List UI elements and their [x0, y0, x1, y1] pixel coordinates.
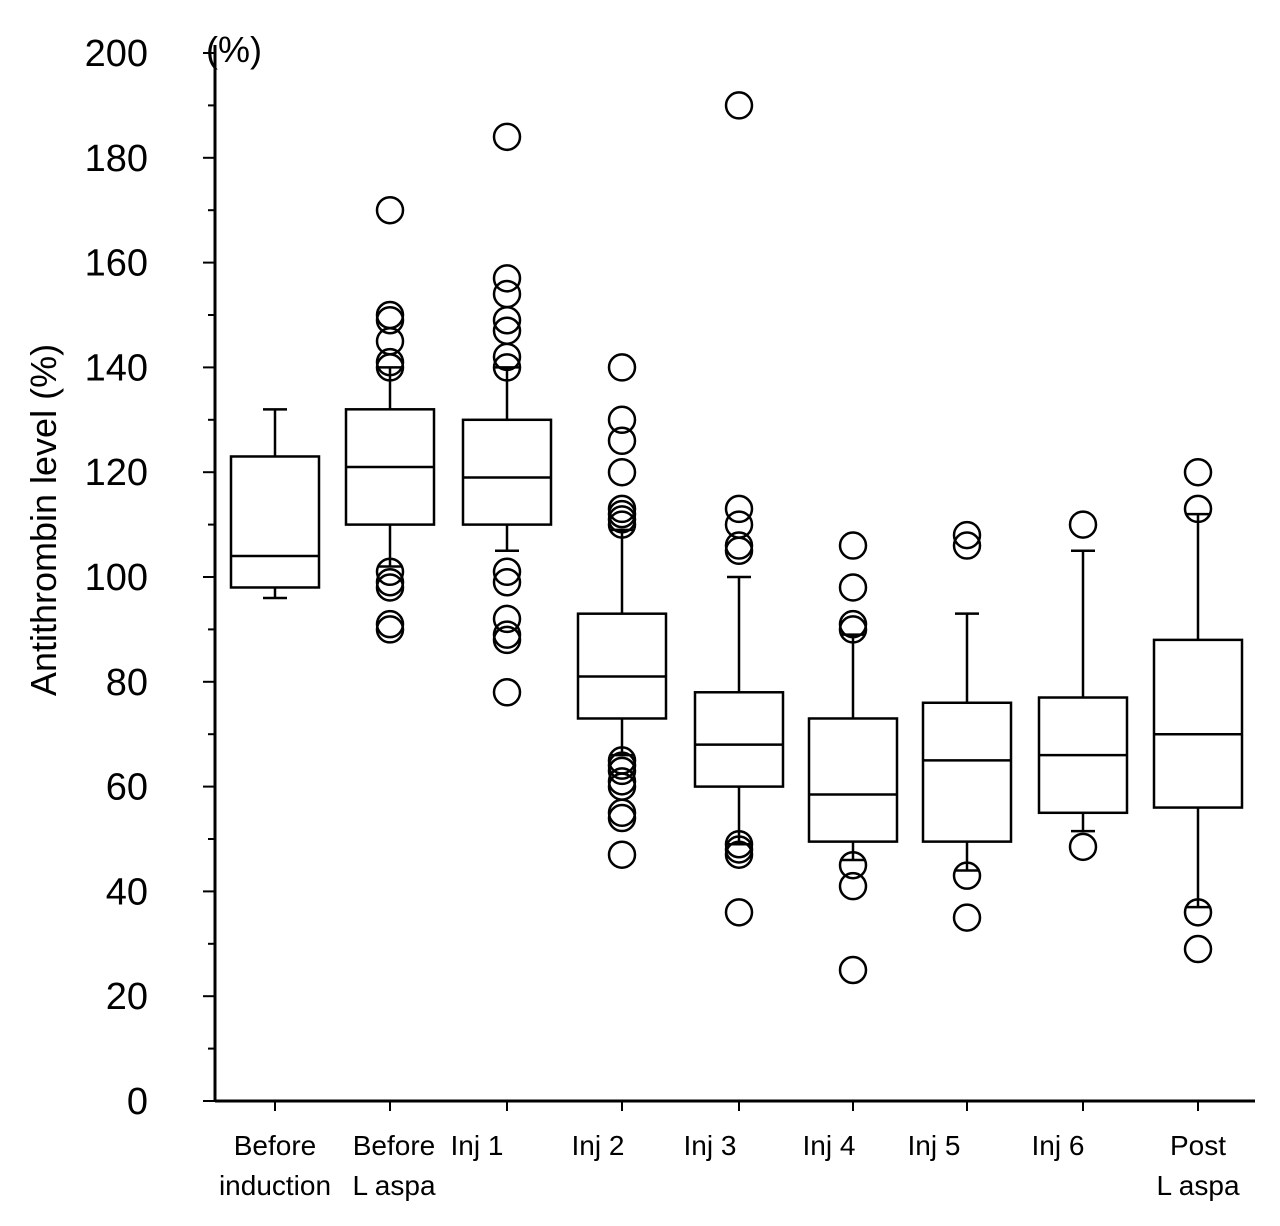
outlier-point	[607, 457, 637, 487]
box-iqr	[229, 455, 321, 589]
outlier-point	[952, 520, 982, 550]
x-tick-label: Post	[1170, 1130, 1226, 1161]
outlier-point	[952, 903, 982, 932]
x-tick-label: Inj 3	[684, 1130, 737, 1161]
outlier-point	[1183, 494, 1213, 524]
outlier-point	[492, 567, 522, 597]
outlier-point	[492, 557, 522, 587]
outlier-point	[1068, 832, 1098, 862]
outlier-point	[1068, 510, 1098, 539]
x-tick-label: Inj 5	[908, 1130, 961, 1161]
y-tick-label: 0	[127, 1081, 148, 1123]
outlier-point	[492, 604, 522, 634]
outlier-point	[838, 609, 868, 639]
x-tick-label: induction	[219, 1170, 331, 1201]
y-tick-label: 140	[85, 347, 148, 389]
outlier-point	[375, 573, 405, 602]
outlier-point	[838, 531, 868, 560]
outlier-point	[838, 615, 868, 644]
outlier-point	[375, 615, 405, 644]
box-group	[1037, 510, 1129, 862]
x-axis: Before induction Before L aspa Inj 1 Inj 2 Inj…	[215, 1099, 1255, 1201]
x-tick-label: Inj 1	[451, 1130, 504, 1161]
box-iqr	[693, 691, 785, 788]
y-tick-label: 20	[106, 976, 148, 1018]
x-tick-label: Inj 6	[1032, 1130, 1085, 1161]
outlier-point	[492, 305, 522, 335]
outlier-point	[607, 510, 637, 539]
outlier-point	[1183, 898, 1213, 927]
outlier-point	[607, 803, 637, 833]
x-tick-label: Inj 4	[803, 1130, 856, 1161]
outlier-point	[838, 871, 868, 901]
outlier-point	[607, 353, 637, 382]
box-iqr	[921, 701, 1013, 843]
box-group	[344, 195, 436, 644]
y-tick-label: 40	[106, 871, 148, 913]
box-iqr	[461, 418, 553, 526]
outlier-point	[1183, 934, 1213, 964]
outlier-point	[492, 620, 522, 649]
y-tick-label: 160	[85, 243, 148, 285]
box-iqr	[807, 717, 899, 843]
outlier-point	[492, 625, 522, 655]
outlier-point	[375, 557, 405, 587]
outlier-point	[724, 898, 754, 927]
x-tick-label: Before	[234, 1130, 317, 1161]
box-group	[921, 520, 1013, 932]
outlier-point	[375, 195, 405, 225]
outlier-point	[607, 756, 637, 786]
outlier-point	[724, 494, 754, 524]
outlier-point	[952, 531, 982, 560]
y-axis-label: Antithrombin level (%)	[23, 344, 64, 696]
box-series	[229, 91, 1244, 985]
box-group	[1152, 457, 1244, 964]
box-iqr	[576, 612, 668, 720]
outlier-point	[724, 91, 754, 120]
y-tick-label: 80	[106, 662, 148, 704]
outlier-point	[607, 840, 637, 869]
outlier-point	[492, 342, 522, 372]
box-group	[461, 122, 553, 707]
x-tick-label: Inj 2	[572, 1130, 625, 1161]
box-group	[229, 408, 321, 600]
outlier-point	[375, 609, 405, 639]
outlier-point	[492, 678, 522, 707]
outlier-point	[1183, 457, 1213, 487]
outlier-point	[375, 300, 405, 330]
outlier-point	[838, 850, 868, 880]
outlier-point	[838, 573, 868, 602]
y-tick-label: 180	[85, 138, 148, 180]
outlier-point	[492, 264, 522, 293]
outlier-point	[607, 405, 637, 435]
box-group	[807, 531, 899, 985]
outlier-point	[607, 426, 637, 456]
y-tick-label: 60	[106, 767, 148, 809]
outlier-point	[724, 536, 754, 566]
outlier-point	[375, 305, 405, 335]
outlier-point	[952, 861, 982, 890]
box-group	[576, 353, 668, 869]
outlier-point	[492, 353, 522, 382]
y-axis: 0 20 40 60 80 100 120 140 160 180 200	[85, 33, 217, 1123]
outlier-point	[492, 279, 522, 309]
x-tick-label: L aspa	[1156, 1170, 1239, 1201]
outlier-point	[492, 122, 522, 152]
y-tick-label: 100	[85, 557, 148, 599]
x-tick-label: Before	[353, 1130, 436, 1161]
y-axis-unit: (%)	[206, 29, 262, 70]
y-tick-label: 200	[85, 33, 148, 75]
outlier-point	[607, 798, 637, 828]
box-group	[693, 91, 785, 927]
y-tick-label: 120	[85, 452, 148, 494]
outlier-point	[838, 955, 868, 985]
outlier-point	[375, 353, 405, 382]
x-tick-label: L aspa	[352, 1170, 435, 1201]
outlier-point	[724, 840, 754, 869]
box-iqr	[1152, 638, 1244, 809]
